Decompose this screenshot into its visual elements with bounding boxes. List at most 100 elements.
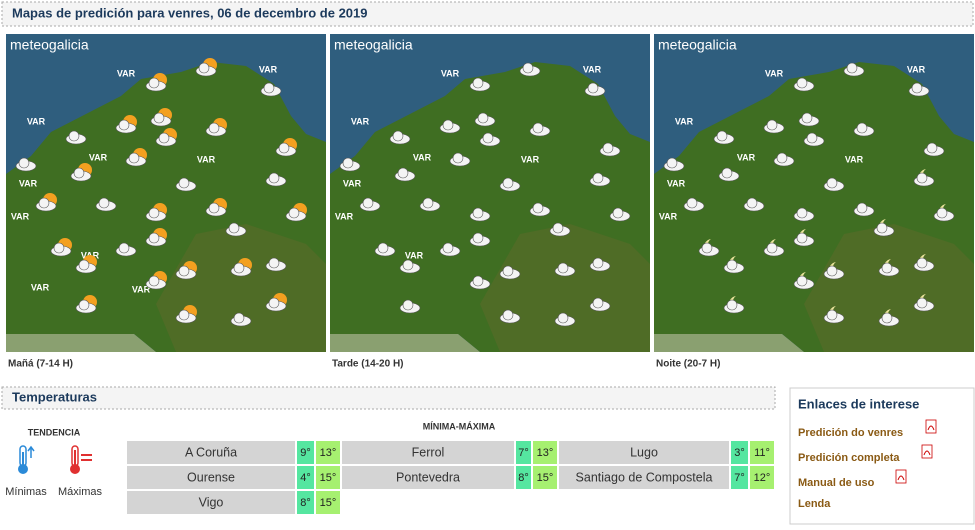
weather-icon [584,82,606,97]
link[interactable]: Manual de uso [798,477,875,489]
weather-icon [399,299,421,314]
min-temp: 4° [300,472,311,484]
max-cell [750,441,774,464]
weather-icon [389,130,411,145]
cloud-top [726,259,738,271]
var-label: VAR [259,64,278,74]
weather-icon [419,197,441,212]
weather-icon [35,193,57,212]
weather-icon [469,207,491,222]
weather-icon [843,62,865,77]
var-label: VAR [11,211,30,221]
var-label: VAR [19,178,38,188]
cloud-top [587,82,599,94]
pdf-glyph [923,450,931,456]
max-label: Máximas [58,486,103,498]
weather-icon [853,202,875,217]
weather-icon [205,118,227,137]
cloud-top [826,309,838,321]
weather-icon [145,228,167,247]
var-label: VAR [197,154,216,164]
cloud-top [128,152,140,164]
cloud-top [926,142,938,154]
var-label: VAR [27,116,46,126]
portugal [6,334,156,352]
cloud-top [557,262,569,274]
cloud-top [78,299,90,311]
weather-icon [479,132,501,147]
highland [804,224,974,352]
cloud-top [362,197,374,209]
cloud-top [666,157,678,169]
map-brand: meteogalicia [658,37,737,53]
weather-icon [175,177,197,192]
trend-label: TENDENCIA [28,427,81,437]
min-label: Mínimas [5,486,47,498]
weather-icon [663,157,685,172]
cloud-top [557,312,569,324]
weather-icon [449,152,471,167]
min-cell [297,491,314,514]
weather-icon [589,297,611,312]
min-cell [731,466,748,489]
cloud-top [73,167,85,179]
cloud-top [268,257,280,269]
weather-icon [265,257,287,272]
weather-icon [374,242,396,257]
cloud-top [278,142,290,154]
weather-icon [589,172,611,187]
weather-icon [175,305,197,324]
cloud-top [53,242,65,254]
weather-icon [145,271,167,290]
weather-icon [359,197,381,212]
cloud-top [472,207,484,219]
weather-icon [793,229,815,247]
weather-icon [519,62,541,77]
link[interactable]: Predición completa [798,452,900,464]
cloud-top [98,197,110,209]
weather-icon [803,132,825,147]
cloud-top [392,130,404,142]
var-label: VAR [441,68,460,78]
max-temp: 13° [320,447,337,459]
weather-icon [793,207,815,222]
cloud-top [477,112,489,124]
var-label: VAR [31,282,50,292]
weather-icon [394,167,416,182]
weather-icon [763,119,785,134]
weather-icon [878,309,900,327]
weather-icon [554,312,576,327]
city-cell [127,466,295,489]
max-cell [316,491,340,514]
cloud-top [846,62,858,74]
weather-icon [474,112,496,127]
weather-icon [275,138,297,157]
cloud-top [442,119,454,131]
weather-icon [723,256,745,274]
max-cell [316,441,340,464]
cloud-top [263,82,275,94]
max-cell [533,441,557,464]
cloud-top [268,297,280,309]
cloud-top [228,222,240,234]
weather-icon [499,309,521,324]
cloud-top [377,242,389,254]
link[interactable]: Lenda [798,498,831,510]
city-cell [342,441,514,464]
weather-icon [339,157,361,172]
weather-icon [599,142,621,157]
cloud-top [532,122,544,134]
weather-icon [723,296,745,314]
cloud-top [402,259,414,271]
map-caption: Tarde (14-20 H) [332,359,404,370]
cloud-top [936,207,948,219]
min-cell [516,441,531,464]
weather-icon [913,294,935,312]
city-name: Ferrol [412,445,445,459]
link[interactable]: Predición do venres [798,427,903,439]
weather-icon [933,204,955,222]
var-label: VAR [351,116,370,126]
weather-icon [609,207,631,222]
var-label: VAR [405,250,424,260]
weather-icon [70,163,92,182]
